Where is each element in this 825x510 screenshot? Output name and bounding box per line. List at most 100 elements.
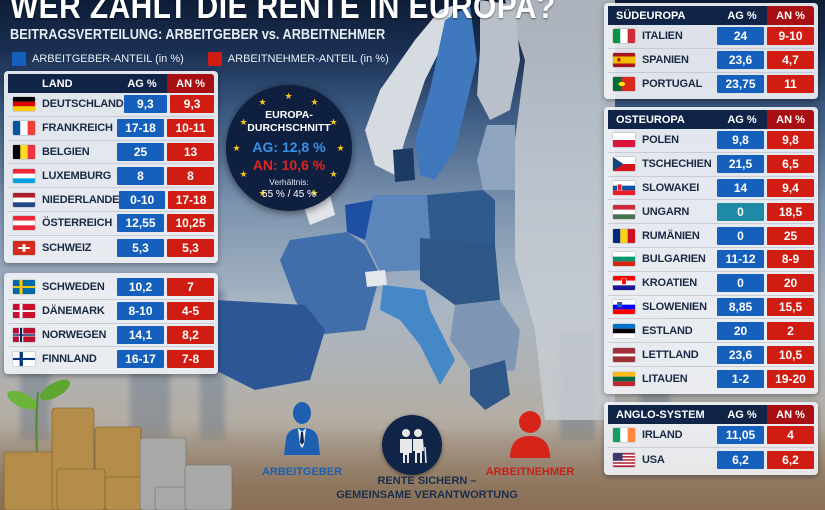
flag-pt-icon xyxy=(613,77,635,92)
country-name: LITAUEN xyxy=(642,372,688,385)
an-value: 8,2 xyxy=(167,325,214,344)
header-land: ANGLO-SYSTEM xyxy=(608,405,717,424)
country-name: FINNLAND xyxy=(42,353,97,366)
ag-value: 23,75 xyxy=(717,75,764,94)
eu-average-title: EUROPA- DURCHSCHNITT xyxy=(226,109,352,135)
ag-value: 10,2 xyxy=(117,278,164,297)
flag-ie-icon xyxy=(613,428,635,443)
flag-fr-icon xyxy=(13,121,35,136)
flag-se-icon xyxy=(13,280,35,295)
table-row: KROATIEN 0 20 xyxy=(608,272,814,296)
country-name: LETTLAND xyxy=(642,348,699,361)
an-value: 6,5 xyxy=(767,155,814,174)
header-ag: AG % xyxy=(117,74,167,93)
flag-hu-icon xyxy=(613,204,635,219)
flag-cz-icon xyxy=(613,157,635,172)
header-ag: AG % xyxy=(717,110,767,129)
table-row: SCHWEIZ 5,3 5,3 xyxy=(8,236,214,260)
country-name: UNGARN xyxy=(642,205,690,218)
country-name: DEUTSCHLAND xyxy=(42,98,124,111)
header-ag: AG % xyxy=(717,6,767,25)
ag-value: 14 xyxy=(717,178,764,197)
an-value: 11 xyxy=(767,75,814,94)
an-value: 10-11 xyxy=(167,119,214,138)
table-row: ÖSTERREICH 12,55 10,25 xyxy=(8,212,214,236)
header-ag: AG % xyxy=(717,405,767,424)
header-an: AN % xyxy=(767,110,814,129)
country-name: IRLAND xyxy=(642,429,683,442)
flag-it-icon xyxy=(613,29,635,44)
country-name: SCHWEDEN xyxy=(42,281,105,294)
country-name: USA xyxy=(642,453,665,466)
an-value: 7-8 xyxy=(167,350,214,369)
country-name: NIEDERLANDE xyxy=(42,193,120,206)
ag-value: 0 xyxy=(717,274,764,293)
an-value: 20 xyxy=(767,274,814,293)
page-title: WER ZAHLT DIE RENTE IN EUROPA? xyxy=(10,0,556,26)
eu-average-an: AN: 10,6 % xyxy=(252,157,326,173)
table-row: PORTUGAL 23,75 11 xyxy=(608,73,814,97)
table-nordic: SCHWEDEN 10,2 7 DÄNEMARK 8-10 4-5 NORWEGEN 14,1… xyxy=(4,273,218,375)
an-value: 2 xyxy=(767,321,814,340)
an-value: 7 xyxy=(167,278,214,297)
header-an: AN % xyxy=(767,6,814,25)
flag-ro-icon xyxy=(613,228,635,243)
table-row: SLOWENIEN 8,85 15,5 xyxy=(608,296,814,320)
flag-lu-icon xyxy=(13,168,35,183)
table-row: ESTLAND 20 2 xyxy=(608,319,814,344)
ag-value: 23,6 xyxy=(717,51,764,70)
table-eastern-europe: OSTEUROPA AG % AN % POLEN 9,8 9,8 TSCHECHIEN 21… xyxy=(604,107,818,394)
flag-pl-icon xyxy=(613,133,635,148)
flag-sk-icon xyxy=(613,180,635,195)
eu-title-line2: DURCHSCHNITT xyxy=(247,122,331,134)
ag-value: 0 xyxy=(717,226,764,245)
an-value: 8 xyxy=(167,166,214,185)
ag-value: 8 xyxy=(117,166,164,185)
flag-us-icon xyxy=(613,452,635,467)
ag-value: 25 xyxy=(117,142,164,161)
table-row: FRANKREICH 17-18 10-11 xyxy=(8,117,214,141)
coins-plant-icon xyxy=(0,372,240,510)
ag-value: 24 xyxy=(717,27,764,46)
country-name: ITALIEN xyxy=(642,30,683,43)
table-header: ANGLO-SYSTEM AG % AN % xyxy=(608,405,814,424)
country-name: BELGIEN xyxy=(42,145,90,158)
table-row: SPANIEN 23,6 4,7 xyxy=(608,49,814,73)
table-row: BULGARIEN 11-12 8-9 xyxy=(608,248,814,272)
ag-value: 5,3 xyxy=(117,238,164,257)
an-value: 9,3 xyxy=(170,95,214,114)
ag-value: 0-10 xyxy=(119,190,166,209)
an-value: 13 xyxy=(167,142,214,161)
ag-value: 17-18 xyxy=(117,119,164,138)
table-row: LITAUEN 1-2 19-20 xyxy=(608,367,814,391)
flag-lt-icon xyxy=(613,371,635,386)
table-header: SÜDEUROPA AG % AN % xyxy=(608,6,814,25)
ag-value: 20 xyxy=(717,321,764,340)
flag-lv-icon xyxy=(613,347,635,362)
page-subtitle: BEITRAGSVERTEILUNG: ARBEITGEBER vs. ARBE… xyxy=(10,26,386,43)
table-row: LUXEMBURG 8 8 xyxy=(8,164,214,189)
country-name: POLEN xyxy=(642,134,679,147)
flag-hr-icon xyxy=(613,276,635,291)
ag-value: 11,05 xyxy=(717,426,764,445)
flag-no-icon xyxy=(13,327,35,342)
an-value: 9-10 xyxy=(767,27,814,46)
legend-swatch-employee xyxy=(207,52,222,66)
caption-line1: RENTE SICHERN – xyxy=(377,475,477,487)
table-row: BELGIEN 25 13 xyxy=(8,141,214,165)
table-row: NORWEGEN 14,1 8,2 xyxy=(8,324,214,348)
country-name: LUXEMBURG xyxy=(42,169,112,182)
eu-average-ag: AG: 12,8 % xyxy=(252,139,326,155)
country-name: RUMÄNIEN xyxy=(642,229,700,242)
an-value: 5,3 xyxy=(167,238,214,257)
table-row: ITALIEN 24 9-10 xyxy=(608,25,814,49)
ag-value: 16-17 xyxy=(117,350,164,369)
an-value: 10,5 xyxy=(767,345,814,364)
table-row: DÄNEMARK 8-10 4-5 xyxy=(8,300,214,324)
an-value: 25 xyxy=(767,226,814,245)
ag-value: 1-2 xyxy=(717,369,764,388)
ag-value: 8-10 xyxy=(117,302,164,321)
table-western-europe: LAND AG % AN % DEUTSCHLAND 9,3 9,3 FRANKREICH 1… xyxy=(4,71,218,263)
an-value: 9,8 xyxy=(767,131,814,150)
table-row: DEUTSCHLAND 9,3 9,3 xyxy=(8,93,214,117)
